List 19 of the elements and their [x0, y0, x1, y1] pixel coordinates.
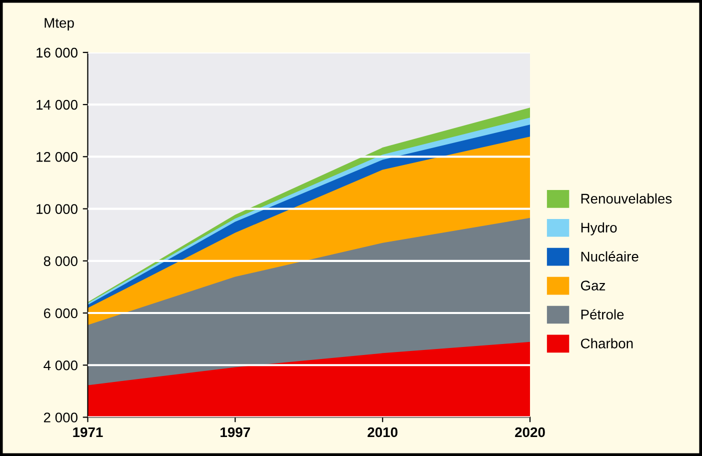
y-tick-label: 12 000	[36, 152, 78, 162]
x-tick-label: 2020	[515, 427, 545, 438]
x-tick-label: 1971	[73, 427, 103, 438]
y-tick-label: 16 000	[36, 48, 78, 58]
y-tick-label: 6 000	[44, 308, 78, 318]
legend-label: Gaz	[580, 280, 606, 290]
x-tick-label: 2010	[368, 427, 398, 438]
x-tick-label: 1997	[220, 427, 250, 438]
y-tick-label: 8 000	[44, 256, 78, 266]
legend-label: Nucléaire	[581, 251, 638, 262]
legend-label: Hydro	[581, 222, 617, 236]
y-axis-title: Mtep	[44, 18, 74, 31]
y-tick-label: 10 000	[36, 204, 78, 214]
legend-label: Pétrole	[581, 309, 624, 320]
y-tick-label: 4 000	[44, 360, 78, 370]
legend-label: Charbon	[580, 338, 633, 348]
y-tick-label: 2 000	[44, 412, 78, 422]
y-tick-label: 14 000	[36, 100, 78, 110]
legend-label: Renouvelables	[581, 193, 672, 204]
